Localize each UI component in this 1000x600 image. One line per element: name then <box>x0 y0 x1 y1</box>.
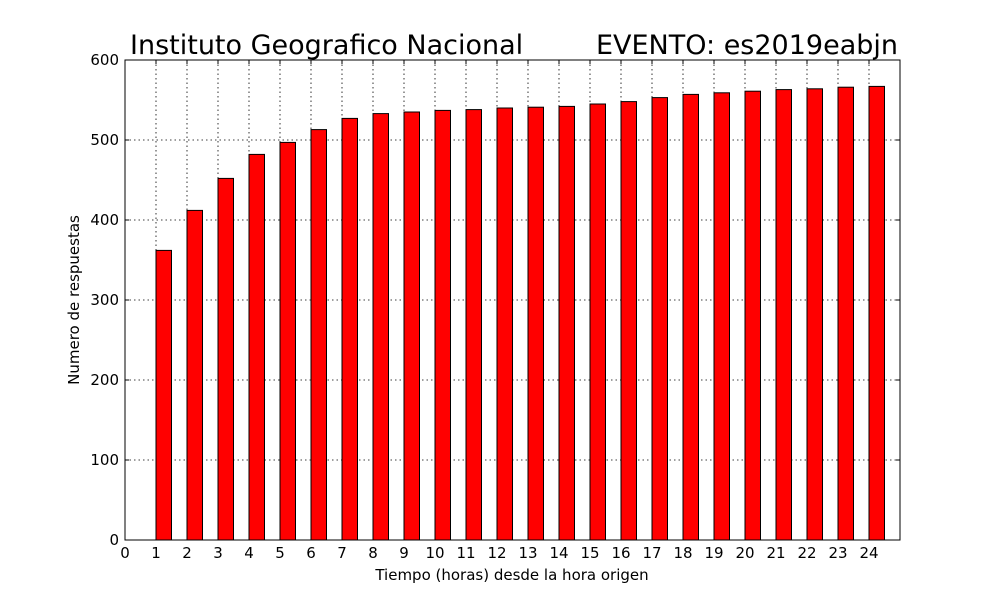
x-tick-label: 17 <box>642 544 661 562</box>
x-tick-label: 5 <box>275 544 285 562</box>
bar-hour-6 <box>310 129 327 541</box>
x-tick-label: 11 <box>456 544 475 562</box>
bar-hour-15 <box>589 103 606 541</box>
bar-hour-4 <box>248 153 265 541</box>
x-tick-label: 13 <box>518 544 537 562</box>
bar-hour-10 <box>434 109 451 541</box>
bar-hour-17 <box>651 97 668 541</box>
bar-hour-23 <box>837 86 854 541</box>
bar-hour-22 <box>806 88 823 541</box>
bar-hour-2 <box>186 209 203 541</box>
x-tick-label: 2 <box>182 544 192 562</box>
x-tick-label: 23 <box>828 544 847 562</box>
x-tick-label: 22 <box>797 544 816 562</box>
bar-hour-5 <box>279 141 296 541</box>
y-tick-label: 300 <box>90 291 119 309</box>
y-tick-label: 600 <box>90 51 119 69</box>
x-tick-label: 15 <box>580 544 599 562</box>
x-tick-label: 9 <box>399 544 409 562</box>
bar-hour-3 <box>217 177 234 541</box>
x-tick-label: 21 <box>766 544 785 562</box>
bar-hour-12 <box>496 107 513 541</box>
y-tick-label: 500 <box>90 131 119 149</box>
bar-hour-8 <box>372 113 389 541</box>
x-tick-label: 18 <box>673 544 692 562</box>
bar-hour-16 <box>620 101 637 541</box>
chart-title-left: Instituto Geografico Nacional <box>130 30 523 61</box>
x-tick-label: 0 <box>120 544 130 562</box>
y-axis-title: Numero de respuestas <box>65 215 83 385</box>
x-tick-label: 4 <box>244 544 254 562</box>
x-tick-label: 24 <box>859 544 878 562</box>
x-tick-label: 7 <box>337 544 347 562</box>
x-tick-label: 8 <box>368 544 378 562</box>
bar-hour-18 <box>682 93 699 541</box>
x-tick-label: 16 <box>611 544 630 562</box>
bar-hour-20 <box>744 90 761 541</box>
x-tick-label: 10 <box>425 544 444 562</box>
x-axis-title: Tiempo (horas) desde la hora origen <box>374 566 648 584</box>
bar-hour-9 <box>403 111 420 541</box>
x-tick-label: 6 <box>306 544 316 562</box>
y-tick-label: 0 <box>109 531 119 549</box>
y-tick-label: 400 <box>90 211 119 229</box>
bar-hour-13 <box>527 106 544 541</box>
bar-hour-19 <box>713 92 730 541</box>
bars <box>155 85 885 541</box>
x-tick-label: 12 <box>487 544 506 562</box>
bar-hour-21 <box>775 89 792 541</box>
x-tick-label: 3 <box>213 544 223 562</box>
y-tick-label: 200 <box>90 371 119 389</box>
x-tick-label: 1 <box>151 544 161 562</box>
bar-hour-1 <box>155 249 172 541</box>
x-axis: 0 1 2 3 4 5 6 7 8 9 10 11 12 13 14 15 16 17 18 19 20 21 22 23 24 <box>120 60 879 562</box>
chart-title-right: EVENTO: es2019eabjn <box>596 30 898 61</box>
y-axis: 0 100 200 300 400 500 600 <box>90 51 900 549</box>
bar-hour-14 <box>558 105 575 541</box>
y-tick-label: 100 <box>90 451 119 469</box>
x-tick-label: 14 <box>549 544 568 562</box>
bar-hour-11 <box>465 109 482 541</box>
x-tick-label: 19 <box>704 544 723 562</box>
bar-hour-7 <box>341 117 358 541</box>
x-tick-label: 20 <box>735 544 754 562</box>
bar-hour-24 <box>868 85 885 541</box>
